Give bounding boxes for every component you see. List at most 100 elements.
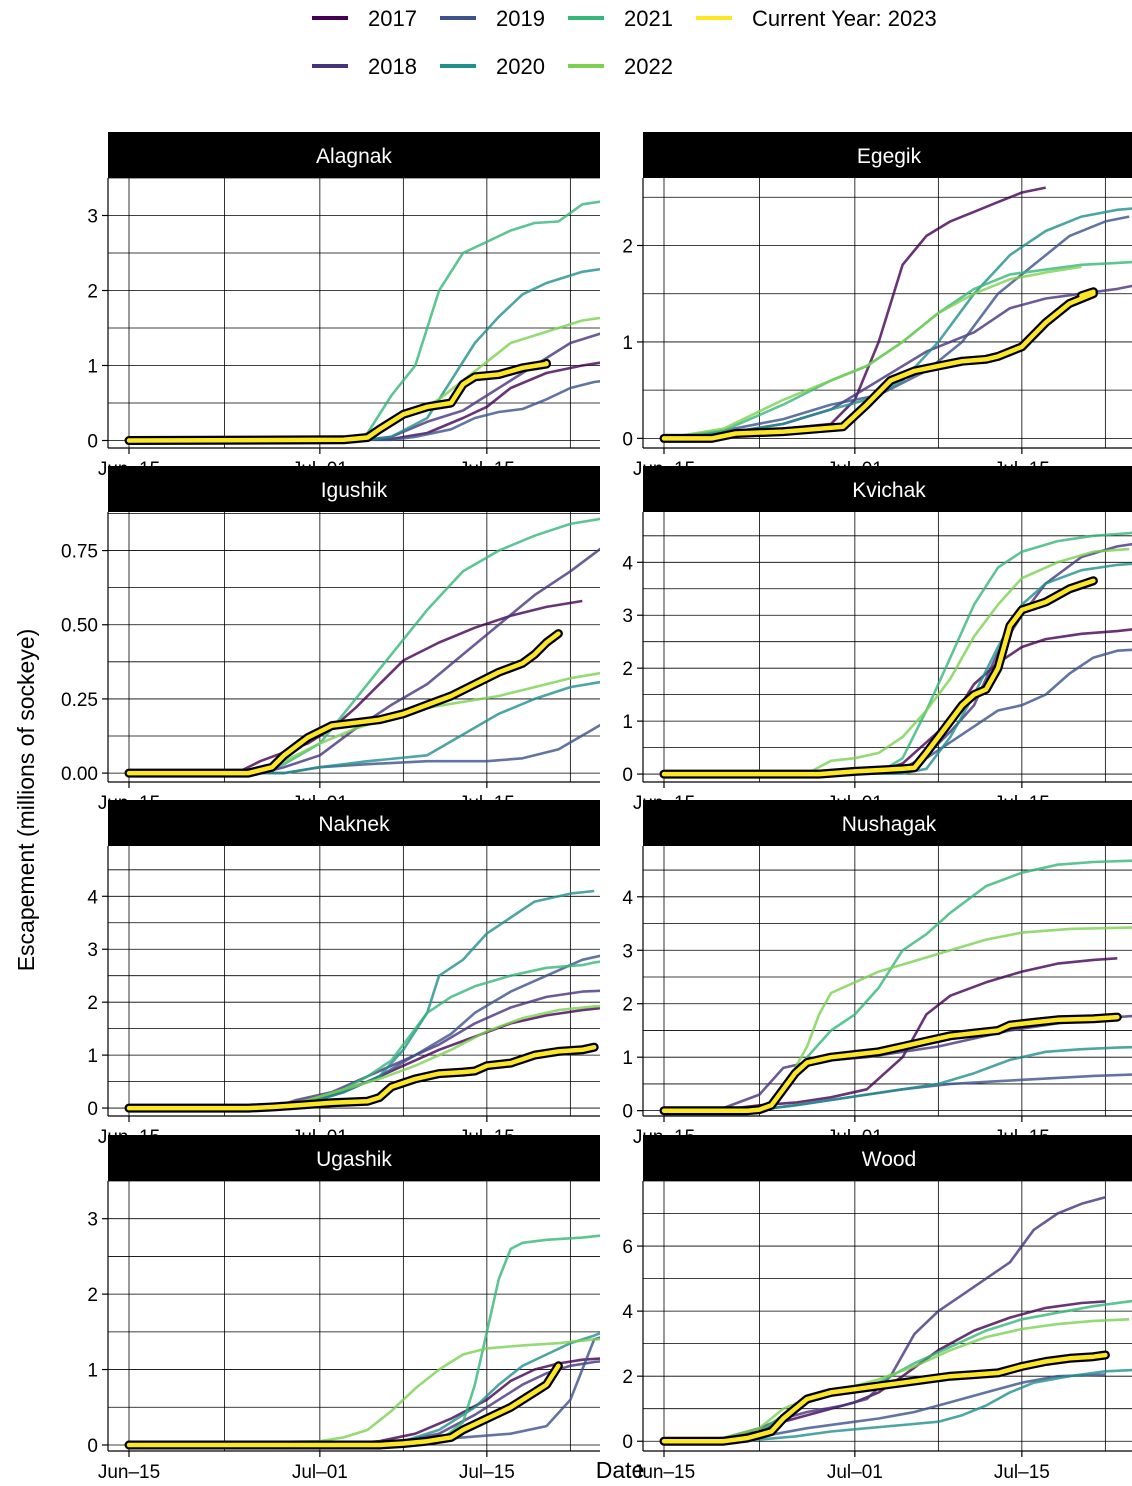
y-tick-label: 3 [87, 940, 98, 961]
series-line-2020 [129, 680, 600, 775]
y-tick-label: 2 [622, 237, 633, 258]
y-tick-label: 0 [87, 1436, 98, 1457]
series-line-2021 [129, 517, 600, 775]
series-line-2019 [129, 954, 600, 1110]
panel-title: Igushik [321, 479, 388, 502]
y-axis-label: Escapement (millions of sockeye) [13, 629, 39, 972]
legend-label: 2021 [624, 6, 673, 31]
gridlines [108, 178, 600, 448]
panel-title: Nushagak [842, 813, 937, 836]
y-tick-label: 2 [622, 995, 633, 1016]
x-tick-label: Jul–01 [292, 1462, 348, 1483]
series-line-2021 [663, 260, 1132, 440]
series-line-current [126, 1044, 597, 1111]
y-tick-label: 0 [87, 432, 98, 453]
series-line-outline [659, 1012, 1122, 1116]
x-tick-label: Jul–15 [994, 1462, 1050, 1483]
x-axis-label: Date [596, 1457, 645, 1483]
panel-strip [643, 132, 1132, 178]
panel-title: Wood [862, 1148, 916, 1171]
y-tick-label: 2 [622, 1367, 633, 1388]
series-line-2018 [663, 1196, 1106, 1443]
y-tick-label: 1 [87, 357, 98, 378]
series-line-2020 [663, 1368, 1132, 1443]
series-line-2017 [129, 599, 583, 775]
series-line-2021 [663, 531, 1132, 776]
y-tick-label: 0.75 [61, 542, 98, 563]
x-tick-label: Jun–15 [633, 1462, 695, 1483]
series-line-outline [659, 1350, 1110, 1446]
series-line-current [661, 1352, 1108, 1444]
y-tick-label: 1 [87, 1046, 98, 1067]
panel-strip [108, 132, 600, 178]
legend: 2017 2019 2021 Current Year: 2023 2018 2020 20… [312, 6, 937, 79]
panel-title: Alagnak [316, 145, 392, 168]
legend-label: 2019 [496, 6, 545, 31]
legend-item: Current Year: 2023 [696, 6, 937, 31]
series-line-2021 [128, 200, 600, 442]
series-line-2018 [129, 989, 600, 1110]
series-lines [124, 517, 600, 778]
series-lines [659, 186, 1132, 443]
series-line-current [126, 631, 561, 776]
y-tick-label: 2 [87, 282, 98, 303]
series-line-2020 [663, 207, 1132, 440]
series-lines [124, 200, 600, 445]
series-line-2019 [128, 1336, 600, 1447]
series-line-2021 [128, 960, 600, 1110]
panel-strip [108, 466, 600, 512]
legend-item: 2017 [312, 6, 417, 31]
panel-strip [108, 1135, 600, 1181]
panel-igushik: Igushik0.000.250.500.75Jun–15Jul–01Jul–1… [61, 466, 600, 814]
gridlines [643, 512, 1132, 782]
legend-label: 2020 [496, 54, 545, 79]
panel-ugashik: Ugashik 0 1 2 3 Jun–15 Jul–01 Jul–15 [87, 1135, 600, 1483]
y-tick-label: 6 [622, 1237, 633, 1258]
y-tick-label: 2 [622, 659, 633, 680]
series-line-outline [659, 287, 1098, 443]
series-line-2019 [663, 215, 1130, 440]
legend-item: 2018 [312, 54, 417, 79]
series-line-2020 [663, 1045, 1132, 1112]
series-lines [659, 531, 1132, 779]
gridlines [643, 1181, 1132, 1451]
series-line-2017 [663, 1300, 1106, 1443]
panel-title: Kvichak [852, 479, 926, 502]
y-tick-label: 1 [622, 712, 633, 733]
legend-item: 2019 [440, 6, 545, 31]
y-tick-label: 1 [622, 333, 633, 354]
y-tick-label: 4 [622, 1302, 633, 1323]
series-line-current [126, 361, 549, 443]
series-line-current [126, 1363, 561, 1448]
panel-strip [643, 800, 1132, 846]
series-line-2018 [663, 1014, 1132, 1112]
y-tick-label: 4 [87, 887, 98, 908]
series-lines [659, 859, 1132, 1116]
x-tick-label: Jul–01 [827, 1462, 883, 1483]
y-tick-label: 1 [622, 1048, 633, 1069]
series-line-2021 [663, 1299, 1132, 1443]
panel-strip [643, 1135, 1132, 1181]
y-tick-label: 0.50 [61, 616, 98, 637]
facet-panels: Alagnak 0 1 2 3 Jun–15 Jul–01 Jul–15 Egegik 0 1 2 Ju… [61, 132, 1132, 1483]
series-line-current [661, 289, 1096, 441]
panel-wood: Wood 0 2 4 6 Jun–15 Jul–01 Jul–15 [622, 1135, 1132, 1483]
series-line-current [661, 1014, 1120, 1113]
series-lines [124, 1234, 600, 1450]
series-line-2019 [663, 648, 1132, 776]
y-tick-label: 3 [87, 1210, 98, 1231]
y-tick-label: 4 [622, 553, 633, 574]
series-line-outline [124, 1361, 563, 1450]
y-tick-label: 0 [622, 1432, 633, 1453]
series-line-2022 [128, 1337, 600, 1447]
y-tick-label: 1 [87, 1361, 98, 1382]
legend-item: 2022 [568, 54, 673, 79]
gridlines [108, 1181, 600, 1451]
panel-strip [643, 466, 1132, 512]
y-tick-label: 0 [87, 1099, 98, 1120]
